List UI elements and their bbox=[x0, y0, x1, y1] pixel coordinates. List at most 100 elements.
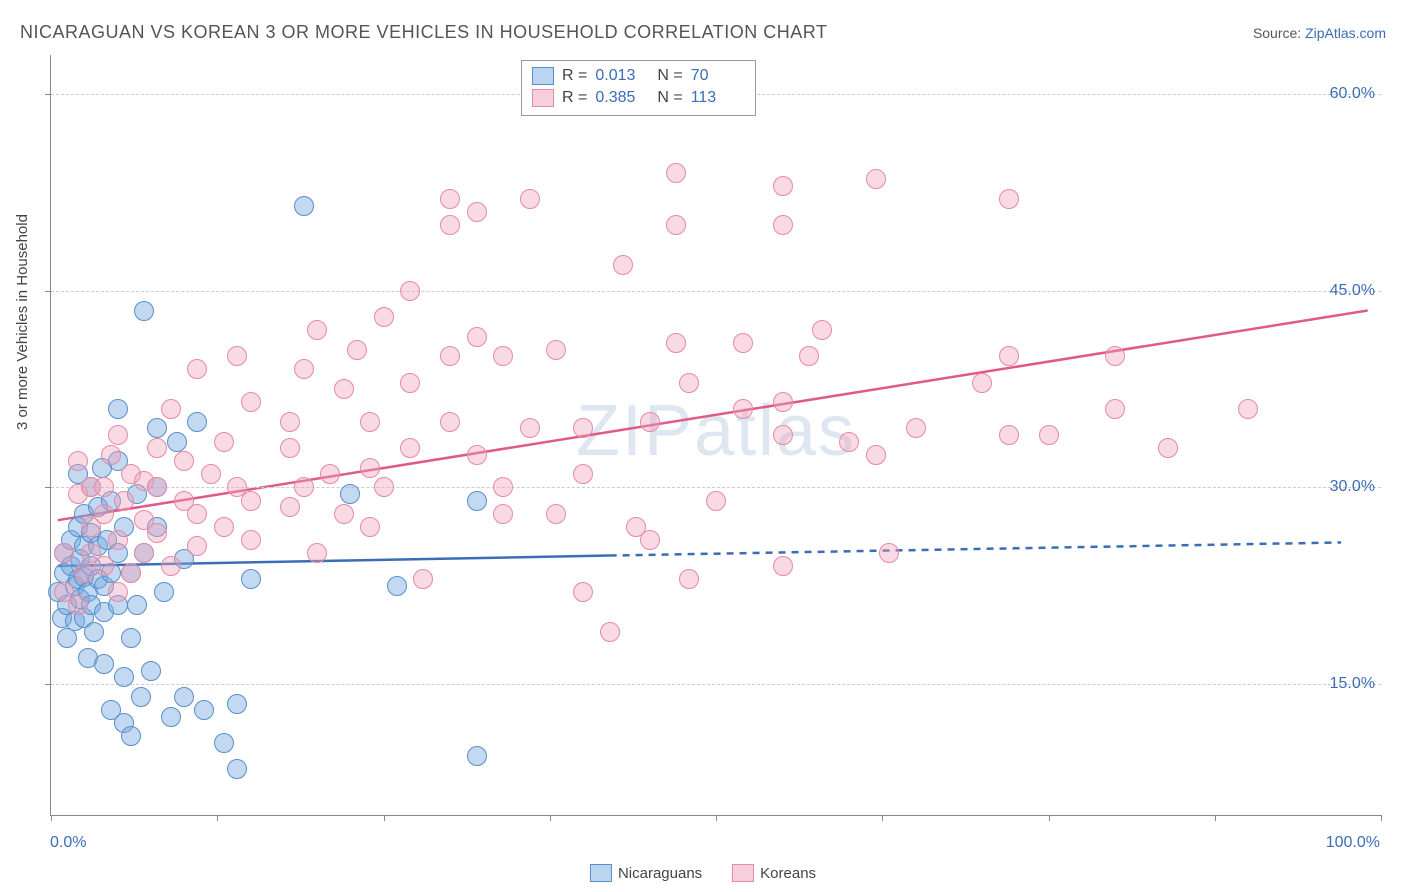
data-point bbox=[108, 399, 128, 419]
data-point bbox=[520, 418, 540, 438]
data-point bbox=[360, 458, 380, 478]
y-tick-label: 45.0% bbox=[1330, 282, 1375, 300]
data-point bbox=[334, 379, 354, 399]
data-point bbox=[1238, 399, 1258, 419]
data-point bbox=[773, 215, 793, 235]
stat-r-label: R = bbox=[562, 87, 587, 109]
data-point bbox=[280, 412, 300, 432]
data-point bbox=[94, 504, 114, 524]
data-point bbox=[241, 530, 261, 550]
data-point bbox=[773, 556, 793, 576]
data-point bbox=[68, 595, 88, 615]
data-point bbox=[154, 582, 174, 602]
data-point bbox=[440, 215, 460, 235]
x-axis-max-label: 100.0% bbox=[1326, 834, 1380, 852]
data-point bbox=[467, 491, 487, 511]
swatch bbox=[532, 67, 554, 85]
data-point bbox=[640, 412, 660, 432]
data-point bbox=[241, 392, 261, 412]
data-point bbox=[214, 517, 234, 537]
data-point bbox=[520, 189, 540, 209]
data-point bbox=[74, 563, 94, 583]
data-point bbox=[467, 327, 487, 347]
data-point bbox=[108, 582, 128, 602]
data-point bbox=[613, 255, 633, 275]
data-point bbox=[241, 569, 261, 589]
x-tick-mark bbox=[217, 815, 218, 821]
stat-r-value: 0.013 bbox=[595, 65, 649, 87]
data-point bbox=[187, 359, 207, 379]
x-tick-mark bbox=[1381, 815, 1382, 821]
data-point bbox=[360, 412, 380, 432]
data-point bbox=[546, 504, 566, 524]
stat-n-value: 113 bbox=[691, 87, 745, 109]
data-point bbox=[573, 418, 593, 438]
data-point bbox=[440, 412, 460, 432]
data-point bbox=[493, 504, 513, 524]
data-point bbox=[812, 320, 832, 340]
data-point bbox=[440, 346, 460, 366]
data-point bbox=[174, 687, 194, 707]
data-point bbox=[307, 543, 327, 563]
data-point bbox=[773, 425, 793, 445]
data-point bbox=[187, 504, 207, 524]
trend-lines bbox=[51, 55, 1381, 815]
legend-stats-row: R =0.013N =70 bbox=[532, 65, 745, 87]
data-point bbox=[194, 700, 214, 720]
y-tick-label: 60.0% bbox=[1330, 85, 1375, 103]
data-point bbox=[839, 432, 859, 452]
x-tick-mark bbox=[716, 815, 717, 821]
data-point bbox=[999, 189, 1019, 209]
data-point bbox=[174, 451, 194, 471]
y-tick-mark bbox=[45, 94, 51, 95]
data-point bbox=[546, 340, 566, 360]
data-point bbox=[1105, 346, 1125, 366]
data-point bbox=[94, 556, 114, 576]
data-point bbox=[1105, 399, 1125, 419]
legend-bottom: Nicaraguans Koreans bbox=[590, 864, 816, 882]
data-point bbox=[280, 438, 300, 458]
x-tick-mark bbox=[1049, 815, 1050, 821]
stat-r-label: R = bbox=[562, 65, 587, 87]
data-point bbox=[666, 163, 686, 183]
data-point bbox=[294, 196, 314, 216]
data-point bbox=[114, 491, 134, 511]
data-point bbox=[131, 687, 151, 707]
data-point bbox=[227, 346, 247, 366]
x-tick-mark bbox=[882, 815, 883, 821]
data-point bbox=[400, 373, 420, 393]
data-point bbox=[413, 569, 433, 589]
data-point bbox=[640, 530, 660, 550]
data-point bbox=[999, 346, 1019, 366]
data-point bbox=[84, 622, 104, 642]
data-point bbox=[773, 176, 793, 196]
legend-item-koreans: Koreans bbox=[732, 864, 816, 882]
y-tick-mark bbox=[45, 487, 51, 488]
data-point bbox=[114, 667, 134, 687]
data-point bbox=[400, 438, 420, 458]
data-point bbox=[347, 340, 367, 360]
data-point bbox=[866, 169, 886, 189]
legend-item-nicaraguans: Nicaraguans bbox=[590, 864, 702, 882]
plot-area: ZIPatlas 15.0%30.0%45.0%60.0%R =0.013N =… bbox=[50, 55, 1381, 816]
data-point bbox=[467, 202, 487, 222]
data-point bbox=[147, 523, 167, 543]
data-point bbox=[161, 399, 181, 419]
data-point bbox=[374, 477, 394, 497]
data-point bbox=[161, 707, 181, 727]
data-point bbox=[57, 628, 77, 648]
data-point bbox=[307, 320, 327, 340]
data-point bbox=[214, 432, 234, 452]
data-point bbox=[141, 661, 161, 681]
stat-n-label: N = bbox=[657, 65, 682, 87]
data-point bbox=[94, 477, 114, 497]
data-point bbox=[493, 477, 513, 497]
data-point bbox=[101, 445, 121, 465]
gridline bbox=[51, 291, 1381, 292]
source-link[interactable]: ZipAtlas.com bbox=[1305, 25, 1386, 41]
data-point bbox=[241, 491, 261, 511]
stat-r-value: 0.385 bbox=[595, 87, 649, 109]
data-point bbox=[108, 425, 128, 445]
data-point bbox=[161, 556, 181, 576]
swatch bbox=[532, 89, 554, 107]
